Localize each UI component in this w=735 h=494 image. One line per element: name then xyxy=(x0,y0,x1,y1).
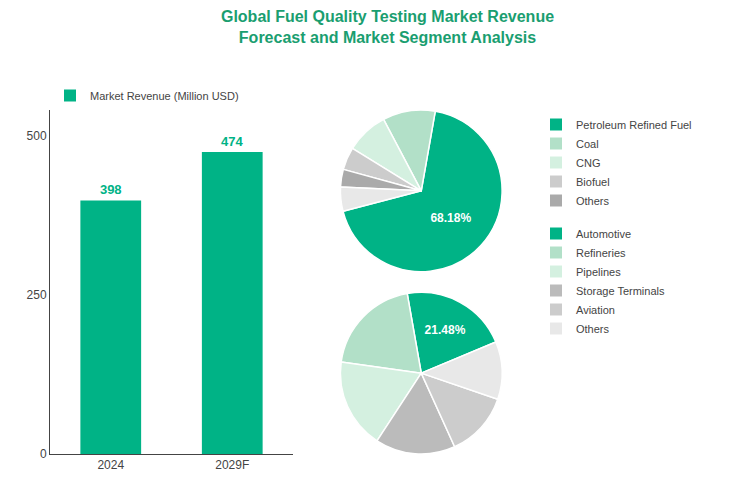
svg-text:Global Fuel Quality Testing Ma: Global Fuel Quality Testing Market Reven… xyxy=(221,8,554,46)
svg-text:68.18%: 68.18% xyxy=(430,211,471,225)
svg-text:474: 474 xyxy=(221,134,243,149)
svg-text:Biofuel: Biofuel xyxy=(576,176,610,188)
svg-text:Aviation: Aviation xyxy=(576,304,615,316)
svg-text:21.48%: 21.48% xyxy=(425,323,466,337)
svg-text:Automotive: Automotive xyxy=(576,228,631,240)
svg-text:Others: Others xyxy=(576,195,610,207)
svg-text:Coal: Coal xyxy=(576,138,599,150)
svg-text:Petroleum Refined Fuel: Petroleum Refined Fuel xyxy=(576,119,692,131)
svg-text:CNG: CNG xyxy=(576,157,600,169)
svg-text:0: 0 xyxy=(40,447,47,461)
svg-text:398: 398 xyxy=(100,182,122,197)
svg-text:2024: 2024 xyxy=(97,458,124,472)
svg-text:250: 250 xyxy=(27,288,47,302)
svg-text:Storage Terminals: Storage Terminals xyxy=(576,285,665,297)
svg-text:Market Revenue (Million USD): Market Revenue (Million USD) xyxy=(90,90,239,102)
svg-text:Pipelines: Pipelines xyxy=(576,266,621,278)
svg-text:2029F: 2029F xyxy=(215,458,249,472)
svg-text:500: 500 xyxy=(27,129,47,143)
svg-text:Refineries: Refineries xyxy=(576,247,626,259)
svg-text:Others: Others xyxy=(576,323,610,335)
